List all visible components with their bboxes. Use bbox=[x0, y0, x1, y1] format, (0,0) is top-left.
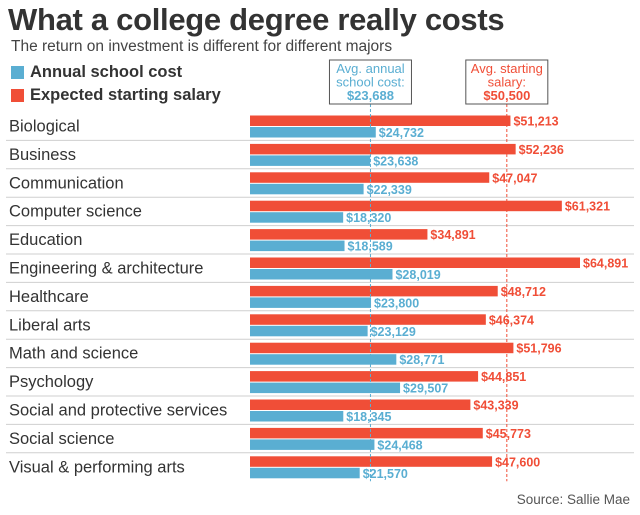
cost-bar-visual-and-performing-arts bbox=[250, 467, 360, 479]
cost-bar-liberal-arts bbox=[250, 325, 368, 337]
source-note: Source: Sallie Mae bbox=[516, 492, 630, 507]
cost-value-liberal-arts: $23,129 bbox=[371, 325, 416, 339]
category-label-healthcare: Healthcare bbox=[9, 288, 89, 306]
legend-item-annual-school-cost: Annual school cost bbox=[11, 62, 182, 82]
avg-callout-text-expected-starting-salary: Avg. starting bbox=[471, 61, 543, 76]
cost-value-engineering-and-architecture: $28,019 bbox=[395, 268, 440, 282]
legend-item-expected-starting-salary: Expected starting salary bbox=[11, 85, 221, 105]
cost-value-healthcare: $23,800 bbox=[374, 296, 419, 310]
salary-bar-education bbox=[250, 229, 428, 240]
cost-value-business: $23,638 bbox=[373, 154, 418, 168]
cost-value-psychology: $29,507 bbox=[403, 382, 448, 396]
cost-bar-biological bbox=[250, 127, 376, 138]
cost-value-computer-science: $18,320 bbox=[346, 211, 391, 225]
salary-bar-computer-science bbox=[250, 200, 562, 212]
category-label-social-science: Social science bbox=[9, 430, 114, 448]
salary-bar-communication bbox=[250, 172, 490, 183]
salary-bar-biological bbox=[250, 115, 511, 126]
category-label-engineering-and-architecture: Engineering & architecture bbox=[9, 260, 203, 278]
category-label-education: Education bbox=[9, 231, 82, 249]
category-label-math-and-science: Math and science bbox=[9, 345, 138, 363]
legend-swatch-expected-starting-salary bbox=[11, 88, 24, 102]
salary-value-education: $34,891 bbox=[430, 228, 475, 242]
legend-label-annual-school-cost: Annual school cost bbox=[30, 62, 183, 81]
chart-title: What a college degree really costs bbox=[8, 2, 505, 37]
category-label-business: Business bbox=[9, 146, 76, 164]
cost-bar-communication bbox=[250, 183, 364, 195]
salary-value-communication: $47,047 bbox=[492, 171, 537, 185]
category-label-computer-science: Computer science bbox=[9, 203, 142, 221]
cost-value-math-and-science: $28,771 bbox=[399, 353, 444, 367]
avg-callout-box-expected-starting-salary bbox=[465, 59, 549, 105]
avg-callout-box-annual-school-cost bbox=[328, 59, 412, 105]
cost-bar-computer-science bbox=[250, 212, 344, 223]
chart-subtitle: The return on investment is different fo… bbox=[11, 38, 393, 55]
legend-swatch-annual-school-cost bbox=[11, 65, 24, 79]
salary-value-liberal-arts: $46,374 bbox=[489, 313, 534, 327]
category-label-visual-and-performing-arts: Visual & performing arts bbox=[9, 458, 185, 476]
category-label-psychology: Psychology bbox=[9, 373, 94, 391]
avg-callout-text-annual-school-cost: school cost: bbox=[336, 75, 405, 90]
legend-label-expected-starting-salary: Expected starting salary bbox=[30, 85, 221, 104]
cost-value-social-science: $24,468 bbox=[377, 438, 422, 452]
salary-value-biological: $51,213 bbox=[513, 115, 558, 129]
cost-bar-math-and-science bbox=[250, 354, 397, 365]
salary-value-engineering-and-architecture: $64,891 bbox=[583, 257, 628, 271]
salary-bar-engineering-and-architecture bbox=[250, 257, 580, 268]
salary-value-social-science: $45,773 bbox=[486, 427, 531, 441]
salary-value-math-and-science: $51,796 bbox=[516, 342, 561, 356]
category-label-social-and-protective-services: Social and protective services bbox=[9, 402, 227, 420]
cost-value-visual-and-performing-arts: $21,570 bbox=[363, 467, 408, 481]
salary-bar-psychology bbox=[250, 371, 479, 382]
cost-bar-psychology bbox=[250, 382, 401, 394]
salary-bar-business bbox=[250, 143, 516, 155]
cost-bar-social-and-protective-services bbox=[250, 411, 344, 422]
salary-bar-healthcare bbox=[250, 285, 498, 297]
cost-bar-healthcare bbox=[250, 297, 372, 308]
salary-bar-visual-and-performing-arts bbox=[250, 456, 493, 467]
cost-bar-engineering-and-architecture bbox=[250, 269, 393, 280]
cost-value-biological: $24,732 bbox=[379, 126, 424, 140]
avg-callout-text-expected-starting-salary: $50,500 bbox=[483, 88, 530, 103]
cost-bar-education bbox=[250, 240, 345, 252]
cost-bar-social-science bbox=[250, 439, 375, 450]
salary-bar-liberal-arts bbox=[250, 314, 486, 325]
salary-value-psychology: $44,851 bbox=[481, 370, 526, 384]
cost-value-communication: $22,339 bbox=[367, 183, 412, 197]
salary-bar-social-and-protective-services bbox=[250, 399, 471, 410]
cost-bar-business bbox=[250, 155, 371, 166]
salary-value-social-and-protective-services: $43,339 bbox=[473, 399, 518, 413]
category-label-biological: Biological bbox=[9, 118, 80, 136]
category-label-liberal-arts: Liberal arts bbox=[9, 316, 91, 334]
salary-value-computer-science: $61,321 bbox=[565, 200, 610, 214]
avg-callout-text-expected-starting-salary: salary: bbox=[488, 75, 526, 90]
salary-bar-math-and-science bbox=[250, 342, 514, 354]
salary-bar-social-science bbox=[250, 427, 483, 439]
salary-value-healthcare: $48,712 bbox=[501, 285, 546, 299]
category-label-communication: Communication bbox=[9, 174, 124, 192]
avg-callout-text-annual-school-cost: $23,688 bbox=[347, 88, 394, 103]
salary-value-visual-and-performing-arts: $47,600 bbox=[495, 455, 540, 469]
cost-value-social-and-protective-services: $18,345 bbox=[346, 410, 391, 424]
avg-callout-text-annual-school-cost: Avg. annual bbox=[336, 61, 405, 76]
salary-value-business: $52,236 bbox=[519, 143, 564, 157]
